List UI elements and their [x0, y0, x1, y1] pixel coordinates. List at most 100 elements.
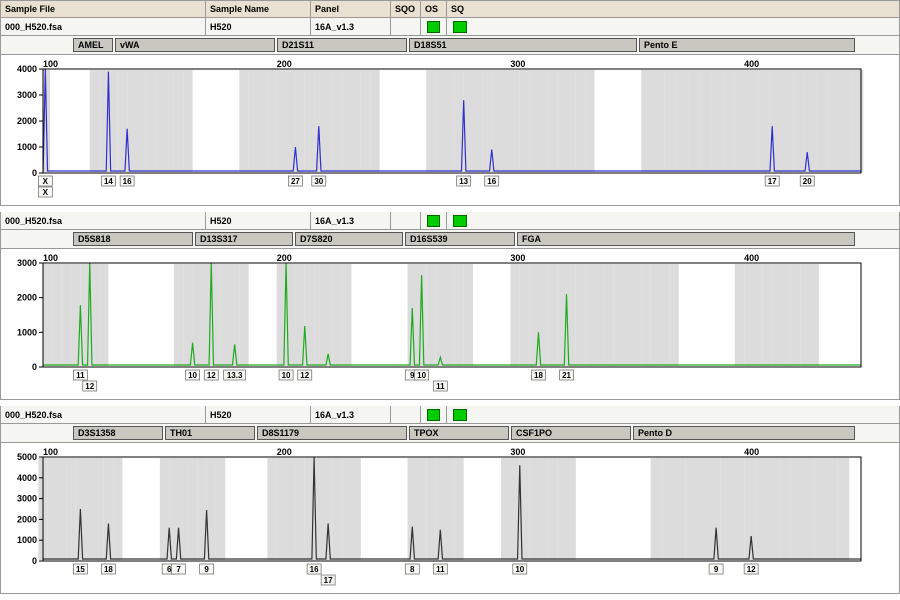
marker-label[interactable]: Pento D — [633, 426, 855, 440]
svg-text:17: 17 — [768, 177, 777, 186]
electropherogram-chart[interactable]: 10020030040001000200030001112101213.3101… — [0, 249, 900, 400]
svg-text:4000: 4000 — [17, 473, 37, 483]
marker-label[interactable]: D21S11 — [277, 38, 407, 52]
svg-text:300: 300 — [510, 59, 525, 69]
svg-text:10: 10 — [515, 565, 524, 574]
svg-text:1000: 1000 — [17, 535, 37, 545]
svg-text:16: 16 — [487, 177, 496, 186]
marker-label[interactable]: vWA — [115, 38, 275, 52]
svg-text:400: 400 — [744, 253, 759, 263]
marker-label[interactable]: D18S51 — [409, 38, 637, 52]
svg-text:21: 21 — [562, 371, 571, 380]
svg-text:12: 12 — [85, 382, 94, 391]
sample-name: H520 — [206, 212, 311, 229]
sq-cell — [447, 212, 473, 229]
marker-label[interactable]: Pento E — [639, 38, 855, 52]
svg-text:13.3: 13.3 — [227, 371, 243, 380]
hdr-panel: Panel — [311, 1, 391, 17]
marker-label[interactable]: TPOX — [409, 426, 509, 440]
marker-label[interactable]: FGA — [517, 232, 855, 246]
svg-text:9: 9 — [714, 565, 719, 574]
panel-name: 16A_v1.3 — [311, 18, 391, 35]
svg-text:30: 30 — [314, 177, 323, 186]
hdr-sq: SQ — [447, 1, 473, 17]
sample-name: H520 — [206, 18, 311, 35]
marker-label[interactable]: D5S818 — [73, 232, 193, 246]
hdr-sample-name: Sample Name — [206, 1, 311, 17]
svg-text:300: 300 — [510, 253, 525, 263]
svg-text:11: 11 — [76, 371, 85, 380]
svg-text:8: 8 — [410, 565, 415, 574]
sq-status-icon — [453, 21, 467, 33]
svg-text:X: X — [43, 188, 49, 197]
svg-text:400: 400 — [744, 447, 759, 457]
svg-text:18: 18 — [104, 565, 113, 574]
file-info-row: 000_H520.fsaH52016A_v1.3 — [0, 406, 900, 424]
svg-text:0: 0 — [32, 168, 37, 178]
svg-text:0: 0 — [32, 556, 37, 566]
svg-text:11: 11 — [436, 565, 445, 574]
os-cell — [421, 406, 447, 423]
sqo-cell — [391, 18, 421, 35]
sample-file[interactable]: 000_H520.fsa — [1, 18, 206, 35]
svg-text:200: 200 — [277, 253, 292, 263]
os-status-icon — [427, 215, 440, 227]
svg-text:100: 100 — [43, 253, 58, 263]
electropherogram-chart[interactable]: 1002003004000100020003000400050001518679… — [0, 443, 900, 594]
marker-label[interactable]: D16S539 — [405, 232, 515, 246]
svg-text:4000: 4000 — [17, 64, 37, 74]
marker-row: D3S1358TH01D8S1179TPOXCSF1POPento D — [0, 424, 900, 443]
os-cell — [421, 18, 447, 35]
svg-text:16: 16 — [310, 565, 319, 574]
marker-label[interactable]: TH01 — [165, 426, 255, 440]
os-cell — [421, 212, 447, 229]
hdr-sample-file: Sample File — [1, 1, 206, 17]
marker-row: D5S818D13S317D7S820D16S539FGA — [0, 230, 900, 249]
svg-text:15: 15 — [76, 565, 85, 574]
svg-text:200: 200 — [277, 447, 292, 457]
svg-text:11: 11 — [436, 382, 445, 391]
marker-label[interactable]: AMEL — [73, 38, 113, 52]
os-status-icon — [427, 21, 440, 33]
sq-cell — [447, 18, 473, 35]
svg-text:1000: 1000 — [17, 142, 37, 152]
electropherogram-chart[interactable]: 10020030040001000200030004000XX141627301… — [0, 55, 900, 206]
svg-text:12: 12 — [207, 371, 216, 380]
sample-file[interactable]: 000_H520.fsa — [1, 406, 206, 423]
sample-file[interactable]: 000_H520.fsa — [1, 212, 206, 229]
table-header: Sample File Sample Name Panel SQO OS SQ — [0, 0, 900, 18]
svg-text:10: 10 — [282, 371, 291, 380]
panel-name: 16A_v1.3 — [311, 212, 391, 229]
svg-text:13: 13 — [459, 177, 468, 186]
svg-text:200: 200 — [277, 59, 292, 69]
svg-text:100: 100 — [43, 59, 58, 69]
os-status-icon — [427, 409, 440, 421]
svg-text:1000: 1000 — [17, 327, 37, 337]
hdr-os: OS — [421, 1, 447, 17]
svg-text:9: 9 — [204, 565, 209, 574]
sqo-cell — [391, 406, 421, 423]
chart-svg: 1002003004000100020003000400050001518679… — [5, 445, 893, 589]
marker-label[interactable]: D3S1358 — [73, 426, 163, 440]
svg-text:100: 100 — [43, 447, 58, 457]
svg-text:20: 20 — [803, 177, 812, 186]
svg-text:27: 27 — [291, 177, 300, 186]
svg-text:X: X — [43, 177, 49, 186]
svg-text:12: 12 — [300, 371, 309, 380]
svg-text:10: 10 — [417, 371, 426, 380]
sq-status-icon — [453, 215, 467, 227]
svg-text:400: 400 — [744, 59, 759, 69]
file-info-row: 000_H520.fsaH52016A_v1.3 — [0, 212, 900, 230]
sample-name: H520 — [206, 406, 311, 423]
svg-text:14: 14 — [104, 177, 113, 186]
marker-label[interactable]: D8S1179 — [257, 426, 407, 440]
svg-text:7: 7 — [176, 565, 181, 574]
marker-label[interactable]: CSF1PO — [511, 426, 631, 440]
svg-text:3000: 3000 — [17, 90, 37, 100]
svg-text:0: 0 — [32, 362, 37, 372]
marker-label[interactable]: D13S317 — [195, 232, 293, 246]
svg-text:3000: 3000 — [17, 494, 37, 504]
svg-text:10: 10 — [188, 371, 197, 380]
marker-label[interactable]: D7S820 — [295, 232, 403, 246]
panel-name: 16A_v1.3 — [311, 406, 391, 423]
